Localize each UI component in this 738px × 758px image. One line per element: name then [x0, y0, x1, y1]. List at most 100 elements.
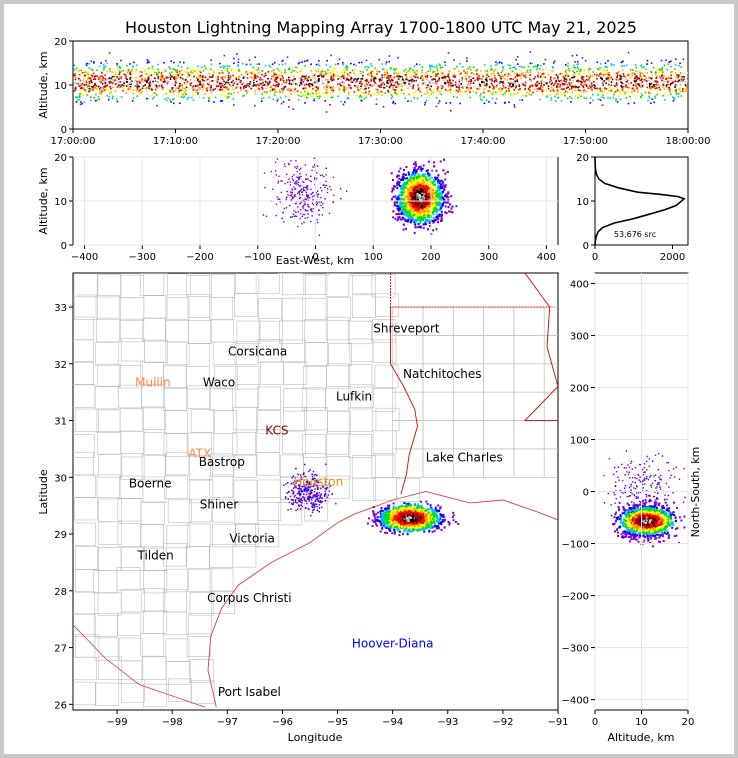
time-altitude-source: [184, 93, 187, 96]
time-altitude-source: [234, 76, 236, 78]
time-altitude-source: [495, 86, 498, 88]
time-altitude-source: [285, 79, 288, 81]
time-altitude-source: [538, 88, 541, 91]
time-altitude-source: [245, 90, 248, 92]
time-altitude-source: [646, 59, 649, 62]
time-altitude-source: [106, 70, 108, 73]
ew-source: [406, 203, 409, 206]
ew-source: [422, 164, 425, 167]
time-altitude-source: [558, 83, 560, 86]
time-altitude-source: [219, 85, 221, 87]
time-altitude-source: [620, 93, 622, 95]
time-altitude-source: [432, 77, 435, 80]
time-altitude-source: [476, 68, 479, 71]
ew-source: [402, 191, 405, 194]
time-altitude-source: [451, 82, 453, 84]
time-altitude-source: [437, 86, 439, 88]
time-altitude-source: [668, 88, 671, 91]
time-altitude-source: [159, 76, 162, 78]
time-altitude-source: [611, 64, 613, 67]
time-altitude-source: [81, 102, 84, 105]
time-altitude-source: [251, 70, 253, 73]
ew-source: [404, 188, 407, 191]
time-altitude-source: [221, 72, 224, 74]
time-altitude-source: [306, 79, 309, 82]
time-altitude-source: [599, 89, 602, 92]
time-altitude-source: [193, 75, 195, 78]
time-altitude-source: [500, 62, 503, 64]
time-altitude-source: [413, 65, 416, 67]
time-altitude-source: [529, 62, 532, 65]
ew-source: [418, 211, 421, 214]
time-altitude-source: [126, 85, 128, 87]
time-altitude-source: [392, 102, 394, 104]
time-altitude-source: [88, 82, 91, 85]
ew-source: [437, 200, 440, 203]
ew-source: [422, 218, 425, 221]
time-altitude-source: [490, 72, 493, 75]
ew-source: [433, 195, 436, 198]
time-altitude-source: [600, 68, 603, 71]
ew-source: [405, 181, 408, 184]
time-altitude-source: [221, 84, 224, 87]
time-altitude-source: [403, 79, 406, 82]
time-altitude-source: [102, 66, 105, 69]
time-altitude-source: [104, 65, 107, 68]
time-altitude-source: [636, 87, 638, 89]
time-altitude-source: [368, 81, 370, 84]
time-altitude-source: [222, 67, 225, 69]
ew-source: [396, 175, 399, 178]
time-altitude-source: [390, 94, 393, 96]
time-altitude-source: [230, 81, 233, 84]
time-altitude-source: [418, 83, 420, 85]
ew-source: [414, 225, 417, 228]
time-altitude-source: [429, 81, 431, 84]
time-altitude-source: [611, 78, 614, 81]
ew-source: [419, 181, 422, 184]
time-altitude-source: [413, 79, 415, 82]
ew-source: [425, 219, 428, 222]
time-altitude-source: [493, 86, 495, 88]
time-altitude-source: [274, 94, 276, 96]
time-altitude-source: [533, 88, 535, 91]
ew-source: [423, 216, 426, 219]
time-altitude-source: [425, 100, 428, 102]
time-altitude-source: [585, 78, 588, 81]
ew-source: [410, 193, 413, 196]
ew-source: [450, 207, 453, 210]
time-altitude-source: [182, 93, 184, 96]
time-altitude-source: [269, 66, 272, 68]
time-altitude-source: [88, 77, 91, 80]
ew-source: [401, 193, 404, 196]
time-altitude-source: [357, 77, 360, 80]
ew-source: [402, 194, 405, 197]
time-altitude-source: [504, 92, 506, 94]
ew-source: [440, 191, 443, 194]
time-altitude-source: [177, 76, 180, 78]
time-altitude-source: [264, 92, 267, 95]
ew-source: [427, 228, 430, 231]
time-altitude-source: [302, 94, 304, 97]
time-altitude-source: [621, 69, 624, 72]
time-altitude-source: [149, 79, 152, 82]
ew-source: [412, 185, 415, 188]
time-altitude-source: [611, 68, 614, 71]
ew-source: [427, 201, 430, 204]
time-altitude-source: [669, 84, 672, 86]
time-altitude-source: [297, 94, 300, 97]
ew-source: [428, 173, 431, 176]
time-altitude-source: [78, 95, 81, 97]
time-altitude-source: [74, 75, 77, 78]
time-altitude-source: [643, 65, 645, 68]
time-altitude-source: [399, 86, 401, 88]
time-altitude-source: [678, 74, 680, 76]
time-altitude-source: [186, 98, 189, 100]
time-altitude-source: [173, 68, 175, 71]
time-altitude-source: [382, 105, 385, 108]
ew-source: [433, 220, 436, 223]
time-altitude-source: [399, 75, 402, 78]
time-altitude-source: [589, 97, 592, 99]
time-altitude-source: [659, 77, 662, 79]
time-altitude-source: [609, 87, 612, 90]
time-altitude-source: [245, 84, 248, 86]
